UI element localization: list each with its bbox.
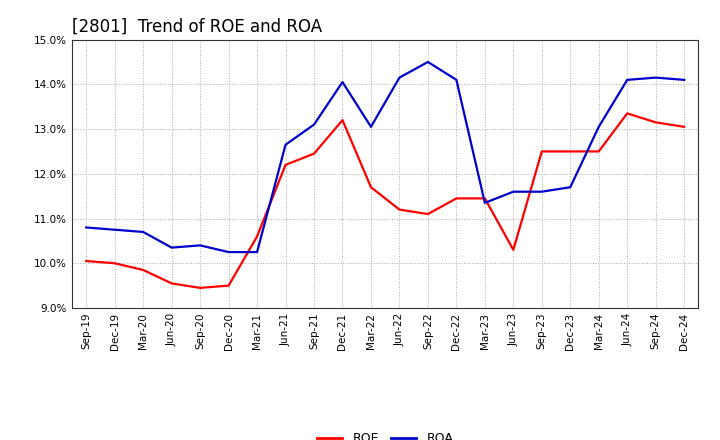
ROA bbox=[395, 75, 404, 80]
ROE bbox=[253, 234, 261, 239]
ROE bbox=[595, 149, 603, 154]
Line: ROA: ROA bbox=[86, 62, 684, 252]
ROE bbox=[338, 117, 347, 123]
ROA bbox=[623, 77, 631, 82]
ROE bbox=[452, 196, 461, 201]
ROA bbox=[167, 245, 176, 250]
ROA bbox=[196, 243, 204, 248]
ROE bbox=[480, 196, 489, 201]
ROE bbox=[623, 111, 631, 116]
ROA bbox=[253, 249, 261, 255]
ROE bbox=[310, 151, 318, 156]
ROA bbox=[110, 227, 119, 232]
ROE bbox=[139, 268, 148, 273]
ROA bbox=[452, 77, 461, 82]
ROE bbox=[509, 247, 518, 253]
ROA bbox=[652, 75, 660, 80]
ROA bbox=[82, 225, 91, 230]
ROE bbox=[537, 149, 546, 154]
ROA bbox=[338, 80, 347, 85]
ROE bbox=[395, 207, 404, 212]
ROA bbox=[310, 122, 318, 127]
ROA bbox=[537, 189, 546, 194]
ROE bbox=[167, 281, 176, 286]
ROA bbox=[139, 229, 148, 235]
ROA bbox=[595, 124, 603, 129]
ROE bbox=[566, 149, 575, 154]
ROA bbox=[480, 200, 489, 205]
ROE bbox=[282, 162, 290, 168]
Text: [2801]  Trend of ROE and ROA: [2801] Trend of ROE and ROA bbox=[72, 17, 322, 35]
ROE bbox=[82, 258, 91, 264]
ROA bbox=[509, 189, 518, 194]
Line: ROE: ROE bbox=[86, 114, 684, 288]
ROE bbox=[196, 285, 204, 290]
ROE bbox=[366, 185, 375, 190]
ROA bbox=[282, 142, 290, 147]
ROA bbox=[225, 249, 233, 255]
ROE bbox=[225, 283, 233, 288]
ROA bbox=[566, 185, 575, 190]
ROE bbox=[680, 124, 688, 129]
Legend: ROE, ROA: ROE, ROA bbox=[312, 427, 458, 440]
ROA bbox=[366, 124, 375, 129]
ROE bbox=[652, 120, 660, 125]
ROA bbox=[423, 59, 432, 65]
ROA bbox=[680, 77, 688, 82]
ROE bbox=[423, 212, 432, 217]
ROE bbox=[110, 260, 119, 266]
